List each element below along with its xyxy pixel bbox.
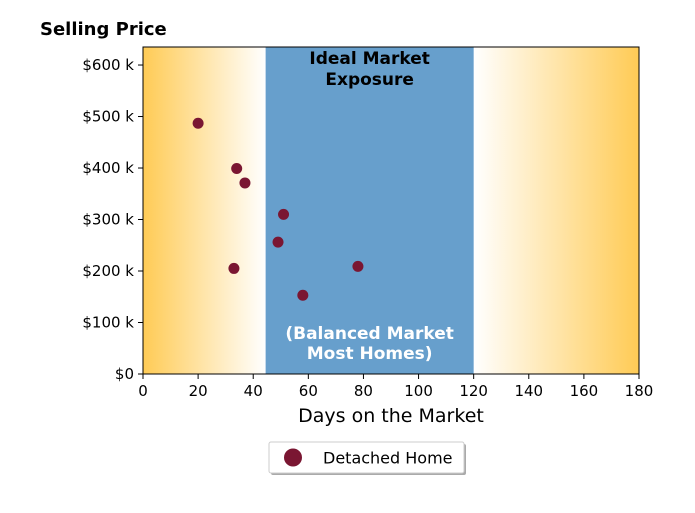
data-point [272,236,284,248]
x-axis: 0 20 40 60 80 100 120 140 160 180 [138,374,653,400]
plot-frame [142,46,640,375]
band-bottom-label-line: Most Homes) [307,344,433,364]
data-point [278,208,290,220]
y-tick-label: $400 k [82,159,134,177]
data-point [297,289,309,301]
band-top-label-line: Ideal Market [309,49,430,69]
right-gradient-zone [473,47,639,374]
y-tick-label: $300 k [82,211,134,229]
data-points [192,117,364,301]
plot-background [143,47,639,374]
data-point [352,260,364,272]
x-tick-label: 100 [404,382,433,400]
x-tick-label: 0 [138,382,148,400]
y-axis: $0 $100 k $200 k $300 k $400 k $500 k $600 k [82,56,143,383]
x-tick-label: 160 [570,382,599,400]
x-tick-label: 20 [189,382,208,400]
data-point [192,117,204,129]
data-point [228,262,240,274]
y-tick-label: $600 k [82,56,134,74]
y-tick-label: $100 k [82,314,134,332]
band-bottom-label-line: (Balanced Market [285,324,454,344]
band-rect [265,47,474,374]
y-tick-label: $0 [115,365,134,383]
legend: Detached Home [268,441,466,475]
x-tick-label: 80 [354,382,373,400]
band-top-label-line: Exposure [325,70,414,90]
legend-marker [284,448,302,467]
y-tick-label: $500 k [82,108,134,126]
x-tick-label: 120 [459,382,488,400]
legend-entry-label: Detached Home [323,449,453,468]
data-point [239,177,251,189]
x-tick-label: 140 [514,382,543,400]
legend-box [268,441,465,474]
x-axis-title: Days on the Market [298,405,484,427]
data-point [231,163,243,175]
y-tick-label: $200 k [82,262,134,280]
x-tick-label: 60 [299,382,318,400]
left-gradient-zone [143,47,266,374]
x-tick-label: 180 [625,382,654,400]
y-axis-title: Selling Price [40,19,167,40]
x-tick-label: 40 [244,382,263,400]
